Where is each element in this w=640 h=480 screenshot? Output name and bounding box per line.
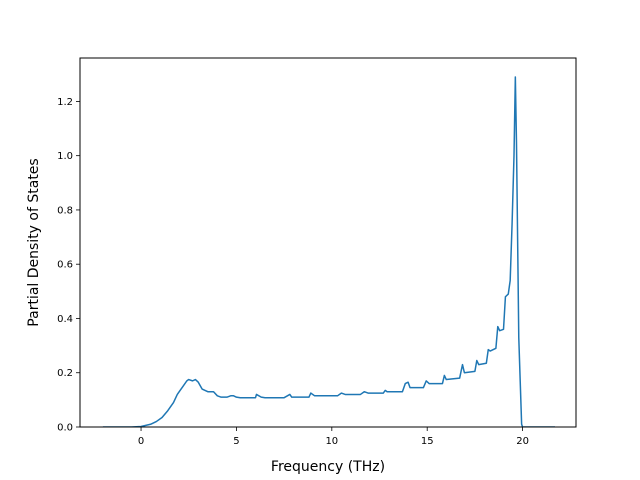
y-tick-label: 0.4 xyxy=(57,314,73,325)
tick-marks: 0 5 10 15 20 0.0 0.2 0.4 0.6 0.8 1.0 1.2 xyxy=(57,97,529,447)
plot-area xyxy=(102,76,556,427)
x-tick-label: 20 xyxy=(516,436,529,447)
y-tick-label: 0.6 xyxy=(57,260,73,271)
x-tick-label: 0 xyxy=(138,436,144,447)
y-tick-label: 0.8 xyxy=(57,205,73,216)
y-tick-label: 0.2 xyxy=(57,368,73,379)
y-tick-label: 1.0 xyxy=(57,151,73,162)
y-tick-label: 1.2 xyxy=(57,97,73,108)
x-tick-label: 5 xyxy=(233,436,239,447)
x-axis-label: Frequency (THz) xyxy=(271,459,385,475)
y-axis-label: Partial Density of States xyxy=(26,158,42,326)
x-tick-label: 10 xyxy=(325,436,338,447)
x-tick-label: 15 xyxy=(421,436,434,447)
series-line-0 xyxy=(102,76,556,427)
y-tick-label: 0.0 xyxy=(57,423,73,434)
axes-frame xyxy=(79,57,577,428)
